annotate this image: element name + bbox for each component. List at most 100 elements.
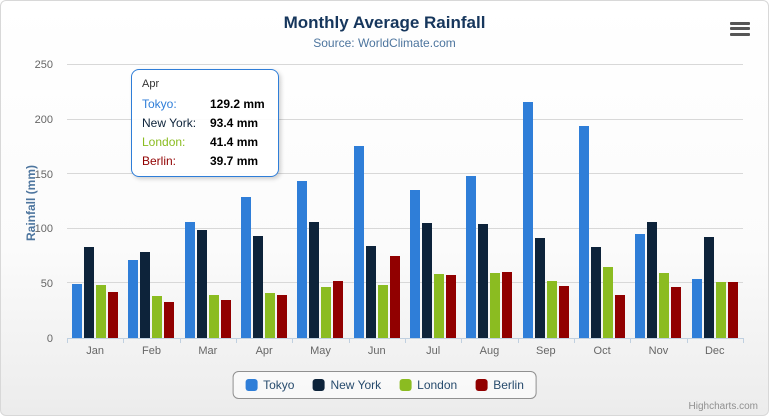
column-tokyo-feb[interactable]	[128, 259, 139, 338]
hamburger-icon	[730, 21, 750, 25]
tooltip-header: Apr	[142, 78, 160, 90]
column-london-feb[interactable]	[152, 295, 163, 338]
column-tokyo-jan[interactable]	[72, 283, 83, 338]
legend-item-london[interactable]: London	[399, 378, 457, 392]
x-axis-tick	[630, 338, 632, 343]
tooltip-series-value: 41.4 mm	[210, 135, 259, 149]
plot-area	[67, 64, 744, 343]
x-axis-label-apr: Apr	[255, 345, 273, 357]
bar-group-mar	[180, 65, 236, 338]
x-axis-tick	[686, 338, 688, 343]
legend-swatch-icon	[475, 379, 488, 391]
column-new-york-may[interactable]	[309, 222, 320, 338]
column-london-nov[interactable]	[659, 273, 670, 338]
legend-swatch-icon	[399, 379, 412, 391]
column-tokyo-nov[interactable]	[635, 233, 646, 338]
y-tick-label-100: 100	[34, 223, 53, 236]
x-axis-tick	[517, 338, 519, 343]
column-new-york-apr[interactable]	[253, 236, 264, 338]
column-london-may[interactable]	[321, 286, 332, 338]
column-new-york-oct[interactable]	[591, 246, 602, 338]
column-berlin-jan[interactable]	[108, 291, 119, 338]
column-london-jan[interactable]	[96, 284, 107, 338]
column-berlin-nov[interactable]	[671, 286, 682, 338]
legend-item-berlin[interactable]: Berlin	[475, 378, 524, 392]
column-tokyo-may[interactable]	[297, 180, 308, 338]
column-berlin-aug[interactable]	[502, 272, 513, 338]
column-tokyo-apr[interactable]	[241, 196, 252, 338]
column-new-york-mar[interactable]	[196, 230, 207, 338]
x-axis-tick	[405, 338, 406, 343]
bar-group-jun	[349, 65, 405, 338]
column-new-york-jan[interactable]	[84, 246, 95, 338]
column-berlin-oct[interactable]	[615, 295, 626, 338]
x-axis-label-sep: Sep	[536, 345, 556, 357]
column-tokyo-sep[interactable]	[522, 101, 533, 338]
tooltip-series-value: 129.2 mm	[210, 97, 265, 111]
x-axis-label-oct: Oct	[593, 345, 611, 357]
column-london-oct[interactable]	[603, 266, 614, 338]
bar-group-aug	[461, 65, 517, 338]
x-axis-tick	[292, 338, 294, 343]
y-tick-label-250: 250	[34, 59, 53, 71]
x-axis-tick	[461, 338, 463, 343]
column-london-aug[interactable]	[490, 272, 501, 338]
legend-label: New York	[330, 378, 382, 392]
column-new-york-jul[interactable]	[422, 223, 433, 338]
column-berlin-jun[interactable]	[389, 255, 400, 338]
chart-title: Monthly Average Rainfall	[283, 13, 486, 32]
legend-label: Berlin	[493, 378, 524, 392]
column-berlin-mar[interactable]	[220, 300, 231, 338]
column-new-york-sep[interactable]	[534, 238, 545, 338]
y-tick-label-50: 50	[40, 278, 53, 291]
x-axis-label-may: May	[310, 345, 331, 357]
x-axis-tick	[67, 338, 68, 343]
gridline-100	[67, 227, 743, 229]
column-berlin-dec[interactable]	[727, 282, 738, 338]
column-berlin-may[interactable]	[333, 280, 344, 338]
bar-group-apr	[236, 65, 292, 338]
column-berlin-apr[interactable]	[277, 294, 288, 338]
legend-swatch-icon	[245, 379, 258, 391]
legend-item-new-york[interactable]: New York	[312, 378, 381, 392]
tooltip-series-name: London:	[142, 135, 186, 149]
column-new-york-aug[interactable]	[478, 224, 489, 338]
credits-link[interactable]: Highcharts.com	[688, 401, 758, 412]
x-axis-tick	[348, 338, 350, 343]
x-axis-tick	[574, 338, 575, 343]
column-new-york-nov[interactable]	[647, 221, 658, 338]
legend-item-tokyo[interactable]: Tokyo	[245, 378, 294, 392]
x-axis-label-aug: Aug	[479, 345, 500, 357]
column-berlin-feb[interactable]	[164, 301, 175, 338]
column-berlin-sep[interactable]	[558, 286, 569, 338]
column-london-dec[interactable]	[715, 282, 726, 338]
column-new-york-jun[interactable]	[365, 245, 376, 338]
column-tokyo-aug[interactable]	[466, 175, 477, 338]
hamburger-icon	[730, 27, 750, 30]
column-new-york-dec[interactable]	[703, 237, 714, 338]
bar-group-may	[292, 65, 348, 338]
column-tokyo-oct[interactable]	[579, 126, 590, 338]
column-tokyo-jul[interactable]	[410, 189, 421, 338]
column-tokyo-dec[interactable]	[691, 278, 702, 338]
tooltip-series-name: Berlin:	[142, 154, 177, 168]
column-london-jul[interactable]	[434, 273, 445, 338]
column-london-apr[interactable]	[265, 292, 276, 338]
chart-subtitle: Source: WorldClimate.com	[313, 36, 456, 50]
column-tokyo-jun[interactable]	[353, 145, 364, 338]
tooltip-series-value: 39.7 mm	[210, 154, 259, 168]
tooltip-series-name: Tokyo:	[142, 97, 177, 111]
tooltip-rows: Tokyo: 129.2 mm New York: 93.4 mm London: 41.…	[142, 97, 268, 168]
column-london-sep[interactable]	[546, 280, 557, 338]
column-tokyo-mar[interactable]	[184, 221, 195, 338]
column-berlin-jul[interactable]	[446, 275, 457, 338]
export-menu-button[interactable]	[728, 17, 752, 37]
legend-label: Tokyo	[263, 378, 295, 392]
bar-group-jul	[405, 65, 461, 338]
x-axis-tick	[236, 338, 237, 343]
column-london-mar[interactable]	[208, 295, 219, 338]
x-axis-label-jun: Jun	[367, 345, 386, 357]
gridline-250	[67, 64, 743, 65]
column-london-jun[interactable]	[377, 285, 388, 338]
column-new-york-feb[interactable]	[140, 251, 151, 338]
